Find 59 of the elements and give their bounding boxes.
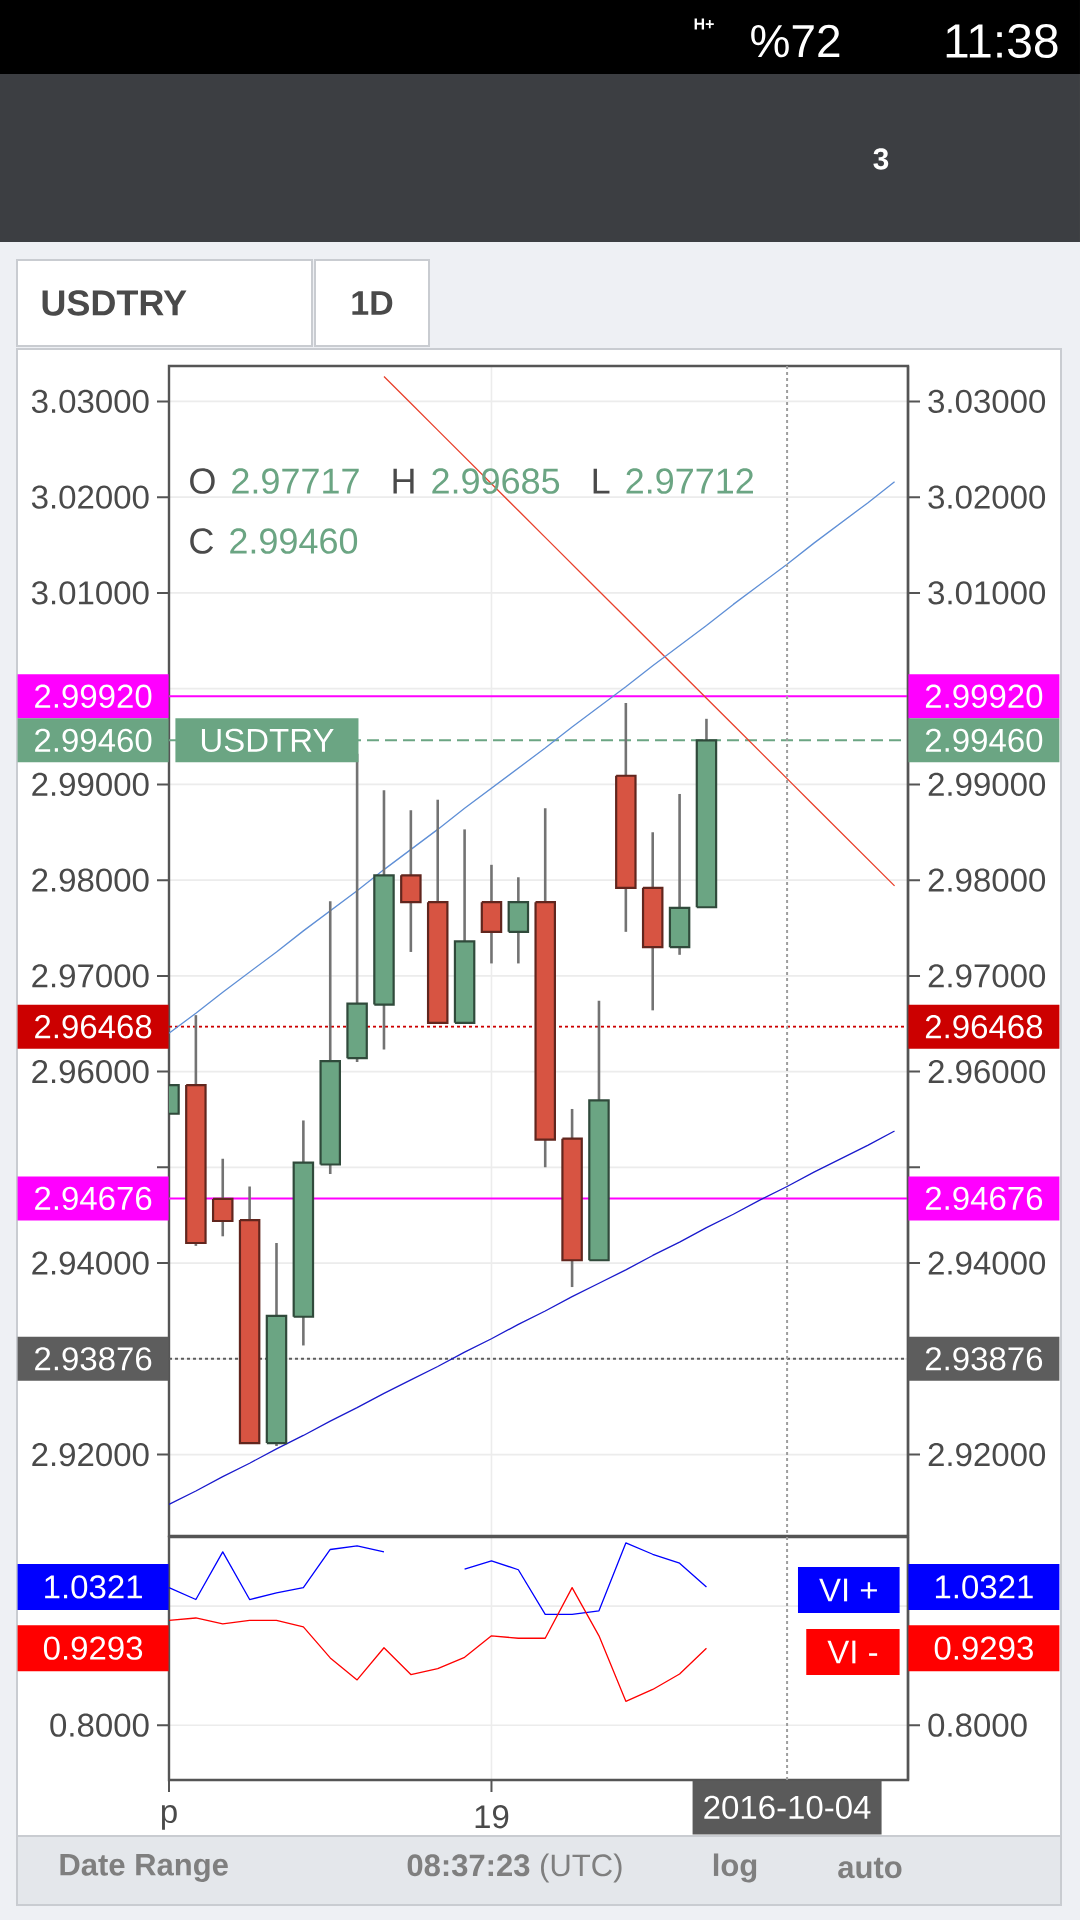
y2-tick-label: 2.94000 [928,1251,1046,1275]
text: 2.93876 [35,1347,152,1371]
text: %72 [751,24,840,58]
chart-title: USDTRY [42,290,187,316]
y-tick-label: 0.9293 [43,1636,143,1660]
text: 2.99460 [925,728,1043,753]
text: 2.96468 [925,1015,1043,1039]
text: H+ [694,18,714,30]
text: 2.93876 [925,1347,1043,1371]
y2-tick-label: 3.01000 [928,581,1046,605]
annotation: O [190,468,215,494]
x-tick-label: p [161,1805,177,1830]
candlestick [211,1157,234,1238]
y-tick-label: 2.98000 [32,868,149,892]
annotation: 2.97717 [232,468,359,494]
annotation: 2.99460 [230,528,358,554]
y2-tick-label: 2.99000 [928,772,1046,797]
y-tick-label: 3.03000 [31,389,149,414]
annotation: C [190,528,214,554]
y2-tick-label: 1.0321 [935,1575,1033,1599]
legend-label: VI + [819,1578,877,1602]
legend-label: VI - [827,1640,878,1664]
line-series [169,1586,708,1703]
text: 11:38 [946,24,1058,58]
y-tick-label: 2.96000 [32,1059,149,1084]
annotation: H [393,468,414,494]
annotation: USDTRY [201,728,334,753]
y2-tick-label: 0.9293 [934,1636,1033,1660]
x-tick-label: 2016-10-04 [704,1795,871,1820]
ref-line-label: 2.96468 [35,1015,152,1039]
text: auto [838,1857,902,1879]
text: log [713,1853,757,1883]
y2-tick-label: 2.96000 [928,1059,1046,1084]
text: 08:37:23 (UTC) [407,1853,622,1883]
y-tick-label: 2.92000 [32,1442,149,1467]
y2-tick-label: 0.8000 [928,1713,1027,1737]
y-tick-label: 3.01000 [31,581,149,605]
y-tick-label: 2.94000 [32,1251,149,1275]
text: 2.94676 [925,1186,1043,1211]
text: 2.99920 [925,684,1043,708]
ref-line-label: 2.99920 [35,684,152,708]
text: 3 [873,148,889,170]
ref-line-label: 2.94676 [35,1186,152,1211]
y-tick-label: 2.97000 [32,964,149,988]
chart-subtitle: 1D [352,291,393,315]
y2-tick-label: 2.97000 [928,964,1046,988]
y-tick-label: 2.99000 [32,772,149,797]
y2-tick-label: 2.92000 [928,1442,1046,1467]
y-tick-label: 3.02000 [31,485,149,509]
annotation: 2.97712 [626,468,753,494]
y-tick-label: 1.0321 [45,1575,142,1599]
y2-tick-label: 2.98000 [928,868,1046,892]
x-tick-label: 19 [475,1805,509,1829]
ref-line-label: 2.99460 [35,728,152,753]
y2-tick-label: 3.02000 [928,485,1046,509]
annotation: L [593,468,610,494]
y2-tick-label: 3.03000 [928,389,1046,414]
y-tick-label: 0.8000 [50,1713,149,1737]
text: Date Range [60,1854,228,1882]
